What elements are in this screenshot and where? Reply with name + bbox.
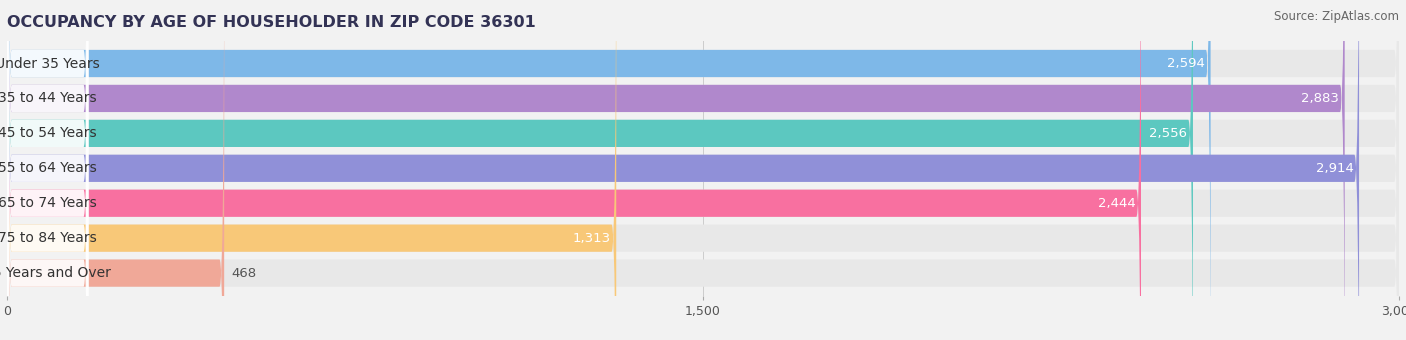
Text: OCCUPANCY BY AGE OF HOUSEHOLDER IN ZIP CODE 36301: OCCUPANCY BY AGE OF HOUSEHOLDER IN ZIP C… [7, 15, 536, 30]
FancyBboxPatch shape [7, 0, 1360, 340]
Text: 2,914: 2,914 [1316, 162, 1354, 175]
Text: 55 to 64 Years: 55 to 64 Years [0, 161, 97, 175]
FancyBboxPatch shape [7, 0, 1399, 340]
FancyBboxPatch shape [7, 0, 89, 340]
FancyBboxPatch shape [7, 0, 1399, 340]
FancyBboxPatch shape [7, 0, 89, 340]
FancyBboxPatch shape [7, 0, 1399, 340]
Text: Source: ZipAtlas.com: Source: ZipAtlas.com [1274, 10, 1399, 23]
Text: 1,313: 1,313 [572, 232, 610, 245]
Text: 2,883: 2,883 [1301, 92, 1339, 105]
FancyBboxPatch shape [7, 0, 616, 340]
Text: 45 to 54 Years: 45 to 54 Years [0, 126, 97, 140]
Text: 2,556: 2,556 [1149, 127, 1188, 140]
Text: 75 to 84 Years: 75 to 84 Years [0, 231, 97, 245]
FancyBboxPatch shape [7, 0, 224, 340]
Text: 65 to 74 Years: 65 to 74 Years [0, 196, 97, 210]
FancyBboxPatch shape [7, 0, 1142, 340]
FancyBboxPatch shape [7, 0, 1399, 340]
FancyBboxPatch shape [7, 0, 1399, 340]
FancyBboxPatch shape [7, 0, 89, 340]
Text: 85 Years and Over: 85 Years and Over [0, 266, 111, 280]
Text: 35 to 44 Years: 35 to 44 Years [0, 91, 97, 105]
FancyBboxPatch shape [7, 0, 89, 340]
Text: 2,444: 2,444 [1098, 197, 1136, 210]
Text: 468: 468 [231, 267, 256, 279]
FancyBboxPatch shape [7, 0, 89, 340]
FancyBboxPatch shape [7, 0, 89, 340]
FancyBboxPatch shape [7, 0, 89, 340]
FancyBboxPatch shape [7, 0, 1399, 340]
Text: Under 35 Years: Under 35 Years [0, 56, 100, 70]
FancyBboxPatch shape [7, 0, 1399, 340]
FancyBboxPatch shape [7, 0, 1344, 340]
Text: 2,594: 2,594 [1167, 57, 1205, 70]
FancyBboxPatch shape [7, 0, 1192, 340]
FancyBboxPatch shape [7, 0, 1211, 340]
